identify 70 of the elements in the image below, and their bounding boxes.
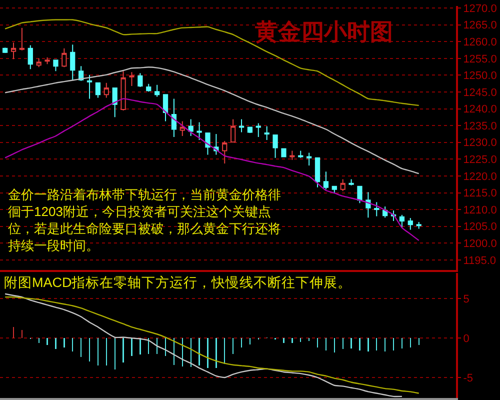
candlestick: [36, 58, 42, 68]
candlestick: [314, 157, 320, 188]
candlestick: [399, 214, 405, 228]
candlestick: [256, 122, 261, 138]
candlestick: [120, 70, 126, 111]
candlestick: [70, 44, 76, 80]
y-tick-label: 1255.0: [463, 53, 497, 66]
y-tick-label: 1240.0: [463, 104, 497, 116]
candlestick: [357, 186, 362, 204]
line-series: [4, 66, 420, 174]
y-tick-label: 1215.0: [463, 188, 497, 200]
candlestick: [10, 42, 16, 60]
candlestick: [247, 126, 253, 134]
y-tick-label: 1265.0: [463, 20, 497, 32]
candlestick: [230, 118, 236, 143]
candlestick: [62, 48, 67, 68]
text: 黄金四小时图: [254, 19, 393, 44]
candlestick: [298, 150, 304, 158]
candlestick: [264, 126, 270, 141]
candlestick: [44, 56, 50, 65]
y-tick-label: 1235.0: [463, 120, 497, 132]
line-series: [4, 19, 420, 106]
candlestick: [28, 44, 33, 70]
candlestick: [104, 82, 109, 98]
candlestick: [112, 87, 118, 118]
y-tick-label: 5: [463, 293, 470, 306]
candlestick: [129, 72, 134, 86]
candlestick: [281, 148, 286, 158]
candlestick: [146, 83, 152, 92]
candlestick: [188, 118, 194, 136]
candlestick: [53, 60, 58, 72]
annotation: 金价一路沿着布林带下轨运行，当前黄金价格徘徊于1203附近，今日投资者可关注这个关键点位，若是此生命险要口被破，那么黄金下行还将持续一段时间。: [8, 186, 282, 254]
candlestick: [19, 27, 25, 51]
y-tick-label: 1260.0: [463, 36, 497, 48]
y-tick-label: 1250.0: [463, 70, 497, 82]
candlestick: [95, 82, 101, 98]
candlestick: [86, 74, 92, 100]
y-tick-label: 1200.0: [463, 238, 497, 250]
y-tick-label: 1230.0: [463, 137, 497, 150]
candlestick: [408, 217, 413, 230]
candlestick: [366, 192, 371, 218]
candlestick: [323, 171, 329, 190]
y-tick-label: 1220.0: [463, 170, 497, 183]
y-tick-label: 1225.0: [463, 154, 497, 166]
candlestick: [332, 186, 337, 194]
annotation: 附图MACD指标在零轴下方运行，快慢线不断往下伸展。: [4, 275, 352, 290]
candlestick: [171, 98, 177, 138]
candlestick: [374, 202, 380, 217]
candlestick: [222, 140, 228, 164]
candlestick: [348, 178, 354, 186]
y-tick-label: 1195.0: [463, 254, 496, 267]
candlestick: [290, 150, 295, 160]
candlestick: [154, 84, 160, 98]
candlestick: [2, 47, 8, 54]
y-tick-label: 1270.0: [463, 2, 497, 15]
candlestick: [205, 132, 210, 156]
y-tick-label: -5: [463, 372, 473, 384]
candlestick: [180, 120, 185, 136]
candlestick: [238, 118, 244, 133]
candlestick: [416, 221, 422, 230]
candlestick: [340, 178, 346, 192]
candlestick: [138, 72, 143, 88]
y-tick-label: 1245.0: [463, 86, 497, 99]
y-tick-label: 0: [463, 332, 470, 345]
candlestick: [162, 94, 168, 122]
y-tick-label: 1210.0: [463, 204, 497, 216]
y-tick-label: 1205.0: [463, 221, 497, 234]
candlestick: [306, 152, 312, 166]
candlestick: [196, 122, 202, 141]
candlestick: [272, 134, 278, 158]
